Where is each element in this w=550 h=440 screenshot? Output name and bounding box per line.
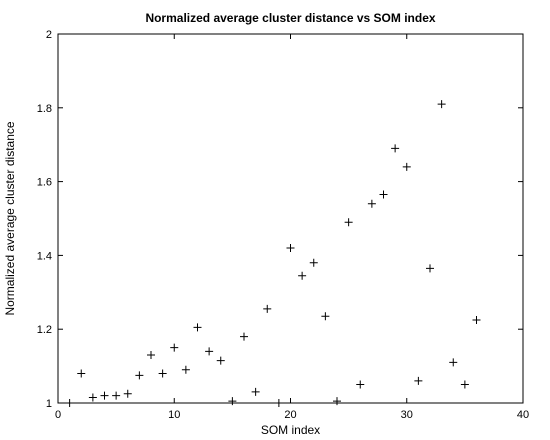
x-tick-label: 0 <box>55 409 61 421</box>
y-tick-label: 1.6 <box>37 177 52 189</box>
chart-title: Normalized average cluster distance vs S… <box>145 11 435 25</box>
x-axis-label: SOM index <box>261 423 320 437</box>
data-point-19 <box>274 399 283 407</box>
data-point-28 <box>379 190 388 199</box>
y-tick-label: 2 <box>46 29 52 41</box>
data-point-21 <box>298 271 307 280</box>
data-point-5 <box>112 391 121 400</box>
data-point-6 <box>123 389 132 398</box>
data-point-15 <box>228 397 237 406</box>
data-point-32 <box>426 264 434 273</box>
data-point-8 <box>147 351 155 360</box>
data-point-25 <box>344 218 353 227</box>
data-point-9 <box>158 369 167 378</box>
x-tick-label: 10 <box>168 409 180 421</box>
y-axis-label: Normalized average cluster distance <box>3 121 17 315</box>
data-point-36 <box>472 315 481 324</box>
data-point-14 <box>216 356 225 365</box>
y-tick-label: 1.8 <box>37 103 52 115</box>
data-point-27 <box>367 199 376 208</box>
data-point-30 <box>402 162 411 171</box>
data-point-34 <box>449 358 458 367</box>
data-point-11 <box>181 365 190 374</box>
data-point-26 <box>356 380 365 389</box>
data-point-13 <box>205 347 214 356</box>
data-points <box>65 100 481 407</box>
data-point-10 <box>170 343 179 352</box>
data-point-35 <box>460 380 469 389</box>
data-point-18 <box>263 304 272 313</box>
data-point-1 <box>65 399 74 407</box>
data-point-23 <box>321 312 330 321</box>
data-point-31 <box>414 376 423 385</box>
data-point-2 <box>77 369 86 378</box>
data-point-12 <box>193 323 202 332</box>
data-point-16 <box>240 332 248 341</box>
axis-ticks: 0 10 20 30 40 1 1.2 1.4 1.6 1.8 2 <box>37 29 529 421</box>
data-point-7 <box>135 371 144 380</box>
x-tick-label: 30 <box>401 409 413 421</box>
data-point-24 <box>333 397 341 406</box>
x-tick-label: 20 <box>284 409 296 421</box>
data-point-17 <box>251 387 260 396</box>
y-tick-label: 1.2 <box>37 324 52 336</box>
data-point-29 <box>391 144 400 153</box>
data-point-3 <box>88 393 97 402</box>
y-tick-label: 1.4 <box>37 250 52 262</box>
data-point-22 <box>309 258 318 267</box>
data-point-4 <box>100 391 109 400</box>
x-tick-label: 40 <box>517 409 529 421</box>
data-point-20 <box>286 244 295 253</box>
plot-area-frame <box>57 33 524 404</box>
y-tick-label: 1 <box>46 398 52 410</box>
data-point-33 <box>437 100 446 109</box>
